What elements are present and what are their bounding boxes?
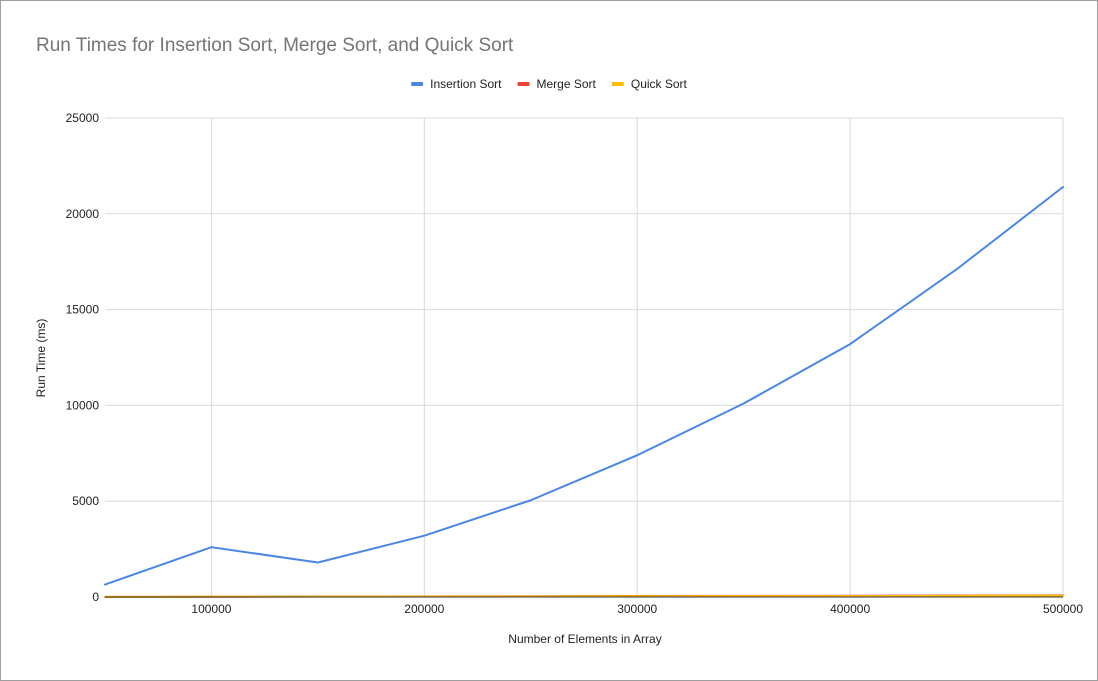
x-tick-label: 400000: [830, 602, 870, 616]
chart-legend: Insertion Sort Merge Sort Quick Sort: [411, 77, 688, 91]
y-tick-label: 25000: [66, 111, 100, 125]
x-gridlines: [210, 118, 1064, 597]
legend-swatch-merge-sort: [517, 82, 530, 86]
x-tick-label: 500000: [1043, 602, 1083, 616]
x-tick-label: 300000: [617, 602, 657, 616]
x-tick-label: 200000: [404, 602, 444, 616]
series-layer: [104, 185, 1064, 598]
y-tick-label: 5000: [72, 494, 99, 508]
y-gridlines: [105, 117, 1063, 502]
y-tick-label: 15000: [66, 303, 100, 317]
x-tick-label: 100000: [191, 602, 231, 616]
chart-title: Run Times for Insertion Sort, Merge Sort…: [36, 35, 514, 56]
y-tick-label: 0: [92, 590, 99, 604]
x-axis-label: Number of Elements in Array: [508, 632, 661, 646]
legend-swatch-quick-sort: [611, 82, 624, 86]
y-axis-ticks: 0 5000 10000 15000 20000 25000: [66, 111, 100, 604]
x-axis-ticks: 100000 200000 300000 400000 500000: [191, 602, 1083, 616]
legend-label: Insertion Sort: [430, 77, 502, 91]
y-tick-label: 20000: [66, 207, 100, 221]
legend-label: Quick Sort: [631, 77, 688, 91]
y-tick-label: 10000: [66, 398, 100, 412]
series-line-insertion-sort: [104, 185, 1064, 586]
legend-swatch-insertion-sort: [411, 82, 424, 86]
legend-label: Merge Sort: [537, 77, 597, 91]
y-axis-label: Run Time (ms): [34, 319, 48, 398]
